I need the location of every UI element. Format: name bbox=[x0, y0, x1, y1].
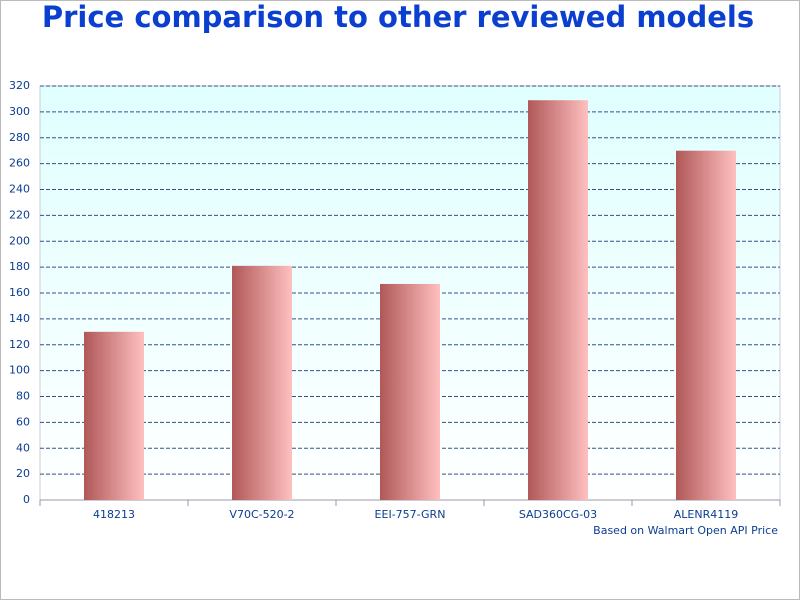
bar bbox=[84, 331, 144, 500]
x-tick-label: SAD360CG-03 bbox=[519, 508, 597, 521]
annotation: Based on Walmart Open API Price bbox=[593, 524, 778, 537]
x-tick-label: V70C-520-2 bbox=[229, 508, 294, 521]
y-tick-label: 280 bbox=[9, 131, 30, 144]
y-tick-label: 220 bbox=[9, 208, 30, 221]
y-tick-label: 320 bbox=[9, 79, 30, 92]
chart-title: Price comparison to other reviewed model… bbox=[42, 0, 754, 34]
bar bbox=[232, 265, 292, 500]
y-tick-label: 40 bbox=[16, 441, 30, 454]
y-tick-label: 100 bbox=[9, 364, 30, 377]
y-tick-label: 240 bbox=[9, 183, 30, 196]
bar bbox=[380, 283, 440, 500]
y-tick-label: 60 bbox=[16, 415, 30, 428]
x-tick-label: 418213 bbox=[93, 508, 135, 521]
y-tick-label: 120 bbox=[9, 338, 30, 351]
y-tick-label: 180 bbox=[9, 260, 30, 273]
x-tick-label: EEI-757-GRN bbox=[375, 508, 446, 521]
y-tick-label: 140 bbox=[9, 312, 30, 325]
y-tick-label: 20 bbox=[16, 467, 30, 480]
y-tick-label: 160 bbox=[9, 286, 30, 299]
y-tick-label: 0 bbox=[23, 493, 30, 506]
y-tick-label: 260 bbox=[9, 157, 30, 170]
bar bbox=[676, 150, 736, 500]
y-tick-label: 300 bbox=[9, 105, 30, 118]
x-tick-label: ALENR4119 bbox=[674, 508, 738, 521]
y-tick-label: 200 bbox=[9, 234, 30, 247]
bar bbox=[528, 100, 588, 500]
y-tick-label: 80 bbox=[16, 390, 30, 403]
